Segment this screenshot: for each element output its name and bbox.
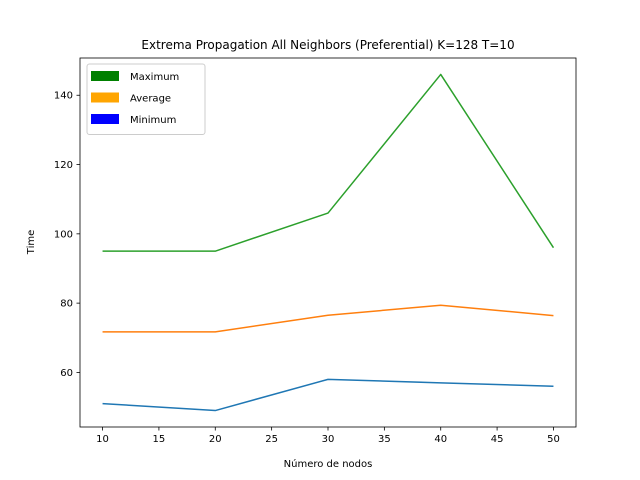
y-tick-label: 120 [54,160,73,171]
y-tick-label: 60 [60,368,73,379]
x-tick-label: 10 [96,434,109,445]
series-line-2 [102,304,554,333]
x-tick-label: 15 [153,434,166,445]
legend-label: Minimum [130,115,176,126]
y-tick-label: 140 [54,91,73,102]
x-tick-label: 30 [322,434,335,445]
chart-title: Extrema Propagation All Neighbors (Prefe… [141,38,514,52]
legend-swatch [91,114,119,124]
legend: Maximum Average Minimum [86,63,206,135]
plot-area: 10 15 20 25 30 35 40 45 50 60 80 100 120 140 [54,57,577,445]
x-axis-label: Número de nodos [284,458,373,470]
legend-swatch [91,92,119,103]
x-tick-label: 25 [265,434,278,445]
x-tick-label: 40 [434,434,447,445]
y-axis-label: Time [26,230,37,255]
legend-label: Average [130,94,171,105]
legend-swatch [91,71,119,81]
y-tick-label: 80 [60,299,73,310]
series-line-1 [102,73,555,252]
series-line-3 [102,378,554,412]
legend-label: Maximum [130,72,179,83]
y-tick-label: 100 [54,229,73,240]
x-tick-label: 20 [209,434,222,445]
x-tick-label: 45 [491,434,504,445]
x-tick-label: 50 [547,434,560,445]
x-tick-label: 35 [378,434,391,445]
